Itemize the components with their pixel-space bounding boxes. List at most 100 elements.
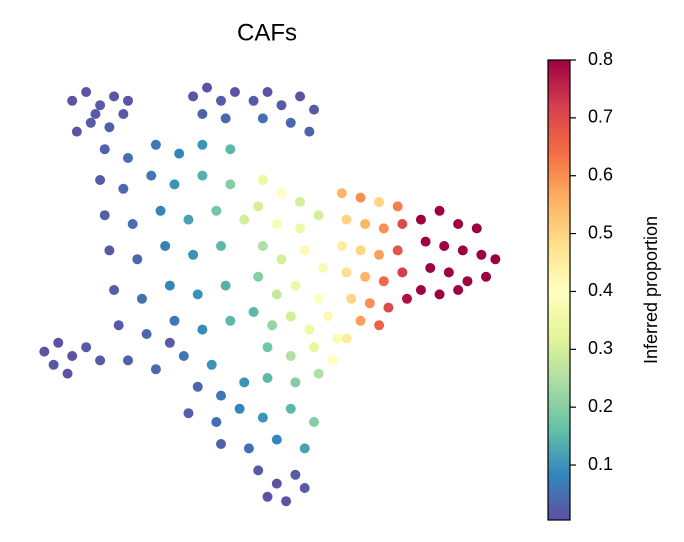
point <box>397 267 408 278</box>
colorbar-tick-label: 0.8 <box>588 49 613 69</box>
point <box>197 324 208 335</box>
point <box>141 329 152 339</box>
point <box>453 219 464 229</box>
point <box>253 465 264 476</box>
point <box>239 214 250 225</box>
point <box>197 109 208 119</box>
point <box>85 117 96 128</box>
point <box>481 271 492 282</box>
point <box>150 139 161 150</box>
point <box>164 280 175 291</box>
point <box>295 91 306 102</box>
point <box>202 82 213 93</box>
colorbar-tick-label: 0.6 <box>588 164 613 184</box>
point <box>239 377 250 388</box>
point <box>271 478 282 489</box>
point <box>271 289 282 300</box>
point <box>299 245 310 256</box>
point <box>81 342 92 353</box>
point <box>341 267 352 278</box>
point <box>48 359 59 370</box>
point <box>178 351 189 361</box>
point <box>420 236 431 247</box>
point <box>160 241 171 251</box>
point <box>374 197 385 207</box>
point <box>490 254 501 265</box>
point <box>67 95 78 106</box>
point <box>211 417 222 427</box>
point <box>123 95 133 106</box>
point <box>355 245 366 256</box>
point <box>322 311 333 322</box>
point <box>434 289 445 300</box>
point <box>169 315 180 326</box>
point <box>225 179 236 190</box>
point <box>397 219 408 229</box>
point <box>332 333 343 344</box>
point <box>90 109 101 119</box>
point <box>290 280 301 291</box>
point <box>253 271 264 282</box>
point <box>327 355 338 366</box>
point <box>360 271 371 282</box>
colorbar-label: Inferred proportion <box>641 216 661 364</box>
point <box>211 205 222 216</box>
point <box>425 263 436 273</box>
point <box>183 408 194 419</box>
point <box>309 342 319 353</box>
point <box>188 91 199 102</box>
point <box>99 144 110 155</box>
point <box>271 219 282 229</box>
colorbar-tick-label: 0.7 <box>588 107 613 127</box>
point <box>109 91 120 102</box>
point <box>136 293 147 304</box>
point <box>355 315 366 326</box>
point <box>364 298 375 309</box>
point <box>104 122 115 133</box>
point <box>355 192 366 203</box>
point <box>81 87 92 97</box>
point <box>262 491 273 502</box>
point <box>71 126 82 137</box>
point <box>341 333 352 344</box>
point <box>453 285 464 295</box>
point <box>313 293 324 304</box>
point <box>299 443 310 454</box>
point <box>392 201 403 212</box>
point <box>313 368 324 379</box>
point <box>99 210 110 221</box>
point <box>378 276 389 287</box>
point <box>225 144 236 155</box>
point <box>346 293 357 304</box>
point <box>285 117 296 128</box>
point <box>402 293 412 304</box>
point <box>192 289 203 300</box>
point <box>216 95 226 106</box>
colorbar-tick-label: 0.1 <box>588 454 613 474</box>
point <box>150 364 161 375</box>
point <box>253 201 264 212</box>
point <box>248 307 259 317</box>
point <box>109 285 120 295</box>
point <box>471 223 482 234</box>
point <box>383 302 394 313</box>
point <box>188 249 199 260</box>
point <box>257 241 268 251</box>
point <box>62 368 73 379</box>
point <box>415 214 426 225</box>
point <box>276 100 287 111</box>
point <box>374 320 385 331</box>
point <box>234 403 245 414</box>
point <box>304 324 315 335</box>
point <box>169 179 180 190</box>
point <box>206 359 217 370</box>
point <box>262 342 273 353</box>
point <box>439 241 450 251</box>
point <box>281 496 292 507</box>
point <box>155 205 166 216</box>
point <box>243 443 254 454</box>
points <box>39 82 501 507</box>
point <box>164 337 175 348</box>
point <box>341 214 352 225</box>
